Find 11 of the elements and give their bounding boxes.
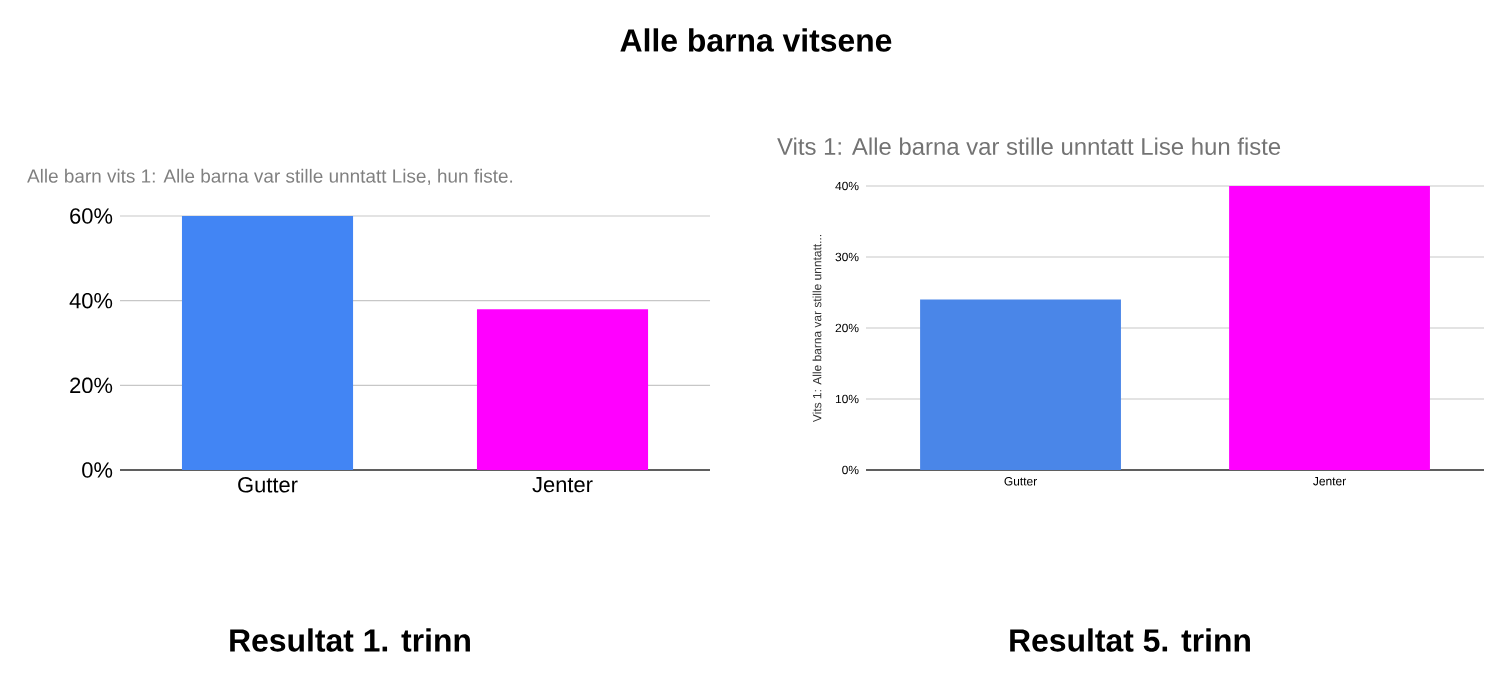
chart-title: Vits 1: Alle barna var stille unntatt Lise hun fiste bbox=[777, 137, 1281, 155]
y-tick-label: 40% bbox=[69, 292, 113, 309]
x-tick-label: Jenter bbox=[532, 477, 593, 493]
y-tick-label: 0% bbox=[82, 462, 113, 478]
chart-title: Alle barn vits 1: Alle barna var stille unntatt Lise, hun fiste. bbox=[27, 168, 513, 186]
text: Alle barna vitsene bbox=[620, 28, 892, 52]
x-tick-label: Gutter bbox=[238, 477, 298, 493]
text: Resultat 5. trinn bbox=[1010, 628, 1250, 652]
y-tick-label: 60% bbox=[70, 208, 113, 224]
y-tick-label: 20% bbox=[70, 377, 113, 394]
text: Resultat 1. trinn bbox=[230, 628, 470, 652]
